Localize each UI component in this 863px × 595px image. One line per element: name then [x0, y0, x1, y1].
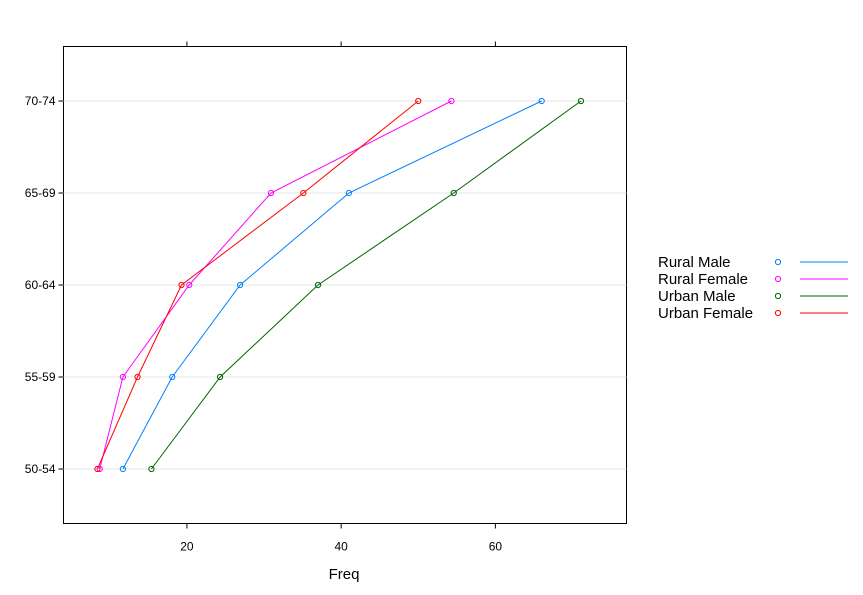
data-point — [134, 373, 141, 381]
data-point — [577, 97, 585, 105]
data-point — [538, 97, 545, 105]
data-point — [96, 465, 103, 473]
data-point — [345, 189, 352, 197]
data-point — [450, 189, 457, 197]
x-tick-label: 20 — [180, 540, 194, 554]
legend-marker — [774, 309, 782, 317]
legend-label: Urban Female — [658, 305, 753, 322]
data-point — [186, 281, 193, 289]
data-point — [94, 465, 101, 473]
data-point — [237, 281, 244, 289]
series-line — [122, 100, 542, 470]
data-point — [216, 373, 224, 381]
series-line — [96, 100, 419, 470]
data-point — [119, 465, 126, 473]
y-tick-label: 55-59 — [25, 370, 56, 384]
data-point — [119, 373, 126, 381]
y-tick-label: 60-64 — [25, 278, 56, 292]
data-point — [314, 281, 322, 289]
data-point — [169, 373, 176, 381]
data-point — [415, 97, 422, 105]
legend-label: Urban Male — [658, 288, 736, 305]
x-tick-label: 60 — [489, 540, 503, 554]
data-point — [148, 465, 155, 473]
legend-marker — [774, 275, 782, 283]
legend-marker — [774, 258, 782, 266]
series-line — [150, 100, 582, 470]
legend-marker — [774, 292, 782, 300]
legend-label: Rural Female — [658, 271, 748, 288]
x-tick-label: 40 — [334, 540, 348, 554]
x-axis-label: Freq — [329, 566, 360, 583]
data-point — [267, 189, 275, 197]
series-line — [99, 100, 452, 470]
data-point — [178, 281, 185, 289]
grid — [63, 100, 627, 470]
y-tick-label: 50-54 — [25, 462, 56, 476]
series-group — [94, 97, 585, 473]
data-point — [300, 189, 307, 197]
data-point — [448, 97, 455, 105]
y-tick-label: 70-74 — [25, 94, 56, 108]
y-tick-label: 65-69 — [25, 186, 56, 200]
legend-label: Rural Male — [658, 254, 731, 271]
axes: 50-54 55-59 60-64 65-69 70-74 20 40 60 — [25, 41, 503, 554]
